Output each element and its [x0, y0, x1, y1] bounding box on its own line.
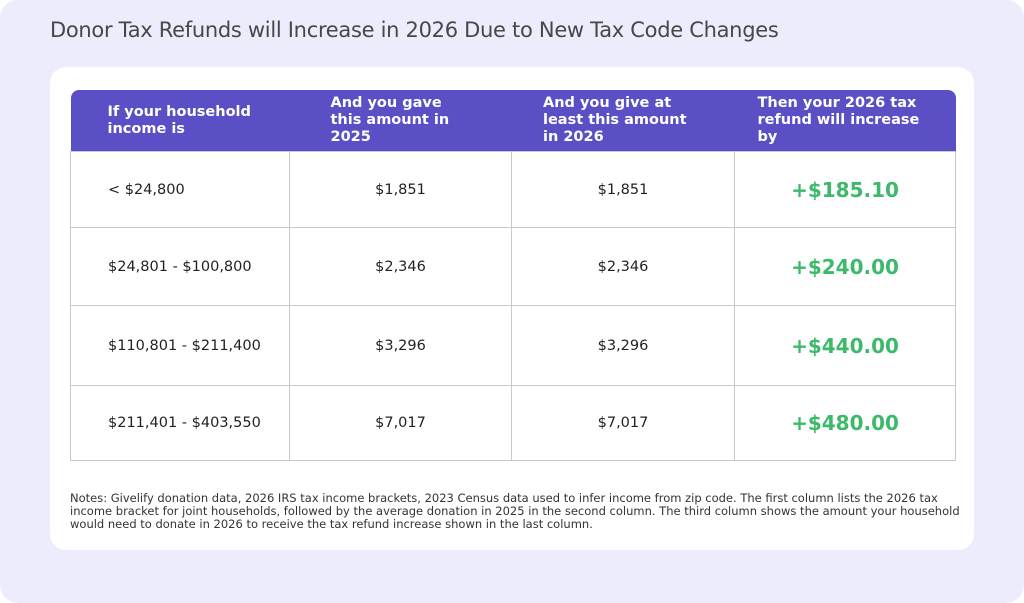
column-header: And you gave this amount in 2025	[289, 90, 512, 152]
table-cell: $7,017	[511, 385, 735, 461]
refund-increase: +$185.10	[734, 151, 956, 228]
table-cell: $3,296	[289, 305, 512, 386]
header-text: And you give at least this amount in 202…	[543, 95, 687, 145]
table-cell: $24,801 - $100,800	[70, 227, 290, 306]
table-cell: $2,346	[289, 227, 512, 306]
refund-increase: +$480.00	[734, 385, 956, 461]
refund-increase: +$440.00	[734, 305, 956, 386]
header-text: Then your 2026 tax refund will increase …	[757, 95, 920, 145]
table-cell: < $24,800	[70, 151, 290, 228]
table-row: < $24,800 $1,851 $1,851 +$185.10	[70, 151, 956, 228]
table-cell: $211,401 - $403,550	[70, 385, 290, 461]
column-header: And you give at least this amount in 202…	[511, 90, 735, 152]
column-header: If your household income is	[70, 90, 290, 152]
header-row: If your household income is And you gave…	[70, 90, 956, 152]
table-body: < $24,800 $1,851 $1,851 +$185.10 $24,801 - $…	[70, 151, 956, 461]
header-text: And you gave this amount in 2025	[330, 95, 450, 145]
table-cell: $3,296	[511, 305, 735, 386]
table-row: $110,801 - $211,400 $3,296 $3,296 +$440.00	[70, 305, 956, 386]
table-cell: $7,017	[289, 385, 512, 461]
refund-table: If your household income is And you gave…	[70, 90, 956, 461]
header-text: If your household income is	[107, 103, 251, 137]
table-cell: $2,346	[511, 227, 735, 306]
table-cell: $1,851	[289, 151, 512, 228]
page-title: Donor Tax Refunds will Increase in 2026 …	[50, 18, 779, 42]
table-cell: $110,801 - $211,400	[70, 305, 290, 386]
refund-increase: +$240.00	[734, 227, 956, 306]
notes: Notes: Givelify donation data, 2026 IRS …	[70, 491, 960, 531]
table-row: $24,801 - $100,800 $2,346 $2,346 +$240.00	[70, 227, 956, 306]
table-row: $211,401 - $403,550 $7,017 $7,017 +$480.00	[70, 385, 956, 461]
table-cell: $1,851	[511, 151, 735, 228]
column-header: Then your 2026 tax refund will increase …	[734, 90, 956, 152]
card: If your household income is And you gave…	[50, 67, 974, 550]
